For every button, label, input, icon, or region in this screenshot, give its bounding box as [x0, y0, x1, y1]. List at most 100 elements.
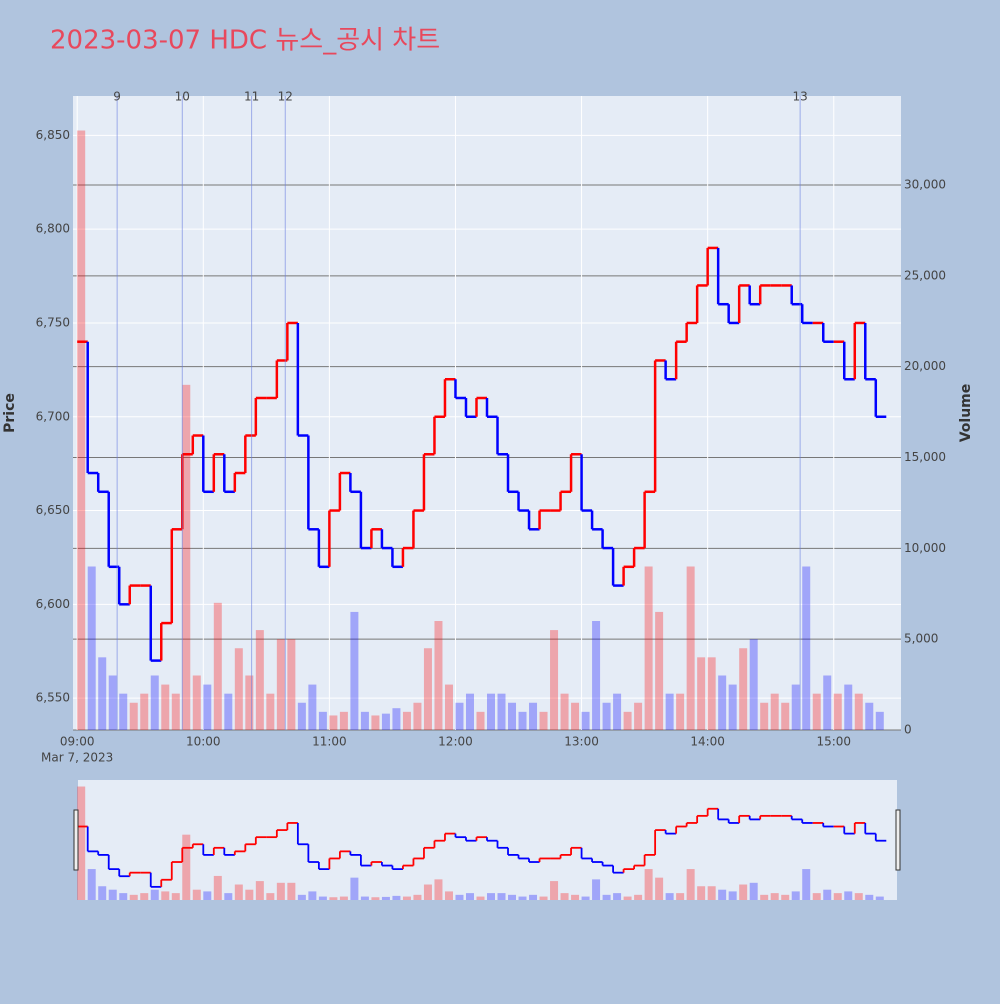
- volume-bar: [697, 886, 706, 900]
- volume-bar: [213, 875, 222, 900]
- volume-bar: [529, 702, 538, 730]
- volume-bar: [171, 693, 180, 730]
- volume-bar: [203, 891, 212, 900]
- y2-tick-label: 25,000: [904, 268, 946, 282]
- volume-bar: [245, 889, 254, 900]
- volume-bar: [213, 602, 222, 730]
- volume-bar: [392, 708, 401, 730]
- volume-bar: [592, 879, 601, 900]
- y-tick-label: 6,850: [36, 128, 70, 142]
- volume-bar: [360, 896, 369, 900]
- volume-bar: [623, 896, 632, 900]
- volume-bar: [476, 711, 485, 730]
- volume-bar: [77, 786, 86, 900]
- volume-bar: [381, 896, 390, 900]
- volume-bar: [665, 693, 674, 730]
- volume-bar: [455, 894, 464, 900]
- volume-bar: [854, 693, 863, 730]
- volume-bar: [823, 675, 832, 730]
- y-tick-label: 6,800: [36, 222, 70, 236]
- volume-bar: [255, 881, 264, 900]
- volume-bar: [655, 877, 664, 900]
- volume-bar: [812, 893, 821, 900]
- volume-bar: [161, 891, 170, 900]
- volume-bar: [444, 684, 453, 730]
- volume-bar: [140, 893, 149, 900]
- volume-bar: [854, 893, 863, 900]
- volume-bar: [676, 893, 685, 900]
- volume-bar: [497, 893, 506, 900]
- volume-bar: [571, 702, 580, 730]
- volume-bar: [728, 891, 737, 900]
- volume-bar: [707, 657, 716, 730]
- volume-bar: [77, 130, 86, 731]
- volume-bar: [434, 621, 443, 730]
- y-tick-label: 6,600: [36, 597, 70, 611]
- volume-bar: [276, 882, 285, 900]
- volume-bar: [339, 896, 348, 900]
- volume-bar: [318, 896, 327, 900]
- x-tick-label: 11:00: [312, 735, 347, 749]
- volume-bar: [749, 882, 758, 900]
- slider-handle: [895, 809, 901, 871]
- volume-bar: [129, 894, 138, 900]
- y-axis-title: Price: [2, 393, 18, 433]
- y-tick-label: 6,750: [36, 315, 70, 329]
- volume-bar: [465, 893, 474, 900]
- volume-bar: [266, 893, 275, 900]
- volume-bar: [434, 879, 443, 900]
- volume-bar: [402, 896, 411, 900]
- volume-bar: [634, 702, 643, 730]
- volume-bar: [518, 711, 527, 730]
- volume-bar: [539, 896, 548, 900]
- volume-bar: [539, 711, 548, 730]
- volume-bar: [760, 894, 769, 900]
- volume-bar: [339, 711, 348, 730]
- volume-bar: [865, 702, 874, 730]
- volume-bar: [182, 384, 191, 730]
- volume-bar: [371, 715, 380, 730]
- volume-bar: [812, 693, 821, 730]
- volume-bar: [497, 693, 506, 730]
- volume-bar: [129, 702, 138, 730]
- volume-bar: [487, 893, 495, 900]
- volume-bar: [423, 884, 432, 900]
- y2-axis-title: Volume: [958, 384, 974, 443]
- volume-bar: [718, 675, 727, 730]
- volume-bar: [844, 891, 853, 900]
- volume-bar: [487, 693, 495, 730]
- volume-bar: [560, 893, 569, 900]
- volume-bar: [444, 891, 453, 900]
- volume-bar: [150, 675, 159, 730]
- volume-bar: [802, 566, 811, 730]
- x-tick-label: 09:00: [60, 735, 95, 749]
- volume-bar: [119, 693, 128, 730]
- volume-bar: [192, 889, 201, 900]
- volume-bar: [371, 897, 380, 900]
- volume-bar: [255, 630, 264, 730]
- volume-bar: [602, 894, 611, 900]
- volume-bar: [508, 894, 517, 900]
- volume-bar: [392, 895, 401, 900]
- volume-bar: [613, 893, 622, 900]
- volume-bar: [329, 897, 338, 900]
- volume-bar: [318, 711, 327, 730]
- volume-bar: [455, 702, 464, 730]
- volume-bar: [297, 894, 306, 900]
- volume-bar: [287, 639, 296, 730]
- volume-bar: [634, 894, 643, 900]
- volume-bar: [592, 621, 601, 730]
- volume-bar: [402, 711, 411, 730]
- volume-bar: [760, 702, 769, 730]
- volume-bar: [108, 889, 117, 900]
- volume-bar: [623, 711, 632, 730]
- volume-bar: [350, 611, 359, 730]
- volume-bar: [707, 886, 716, 900]
- volume-bar: [465, 693, 474, 730]
- news-label: 11: [244, 90, 259, 104]
- volume-bar: [224, 893, 233, 900]
- volume-bar: [844, 684, 853, 730]
- volume-bar: [781, 894, 790, 900]
- volume-bar: [739, 648, 748, 730]
